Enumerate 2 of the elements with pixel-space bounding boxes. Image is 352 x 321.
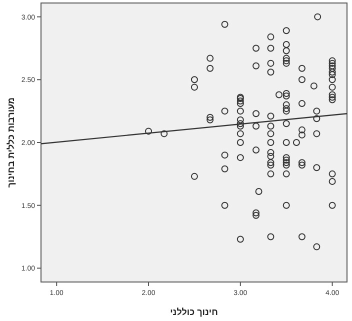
- y-axis-title: מעורבות כללית בחינוך: [6, 97, 16, 188]
- x-axis-title: חינוך כוללני: [170, 307, 218, 317]
